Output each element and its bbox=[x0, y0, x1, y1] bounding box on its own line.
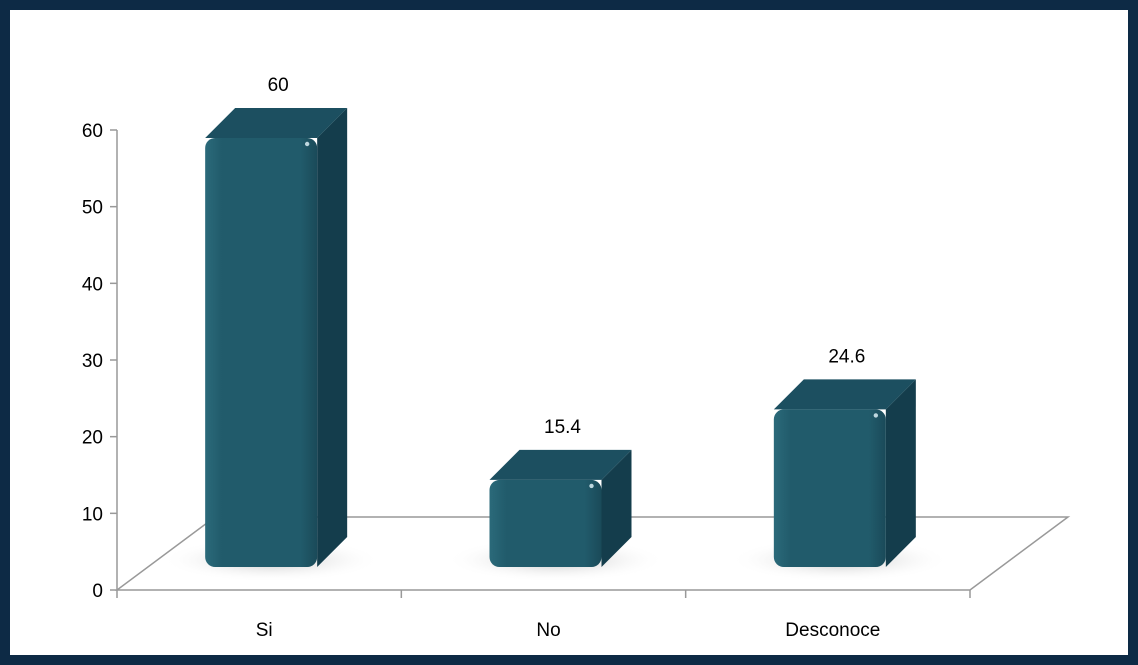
bar-top-face bbox=[205, 108, 348, 138]
category-label: No bbox=[536, 620, 560, 641]
bar-si bbox=[205, 108, 348, 567]
bar-top-face bbox=[489, 449, 632, 480]
data-label: 15.4 bbox=[544, 417, 581, 438]
bar-side-face bbox=[601, 449, 632, 567]
bar-front-face bbox=[205, 138, 318, 567]
data-label: 60 bbox=[268, 75, 289, 96]
bar-top-face bbox=[773, 379, 916, 410]
y-tick-label: 20 bbox=[82, 428, 103, 449]
bar-side-face bbox=[317, 108, 348, 567]
bar-front-face bbox=[489, 479, 602, 567]
bar-side-face bbox=[885, 379, 916, 567]
y-tick-label: 40 bbox=[82, 274, 103, 295]
data-label: 24.6 bbox=[828, 346, 865, 367]
y-tick-label: 30 bbox=[82, 351, 103, 372]
bar-no bbox=[489, 449, 632, 567]
bar-front-face bbox=[773, 409, 886, 567]
y-tick-label: 60 bbox=[82, 121, 103, 142]
bar-highlight bbox=[304, 141, 310, 147]
y-tick-label: 0 bbox=[92, 581, 103, 602]
category-label: Desconoce bbox=[785, 620, 880, 641]
bar-series bbox=[205, 108, 916, 567]
category-label: Si bbox=[256, 620, 273, 641]
bar-highlight bbox=[589, 483, 594, 489]
bar-desconoce bbox=[773, 379, 916, 567]
chart-labels: 60 Si 15.4 No 24.6 Desconoce bbox=[256, 75, 881, 641]
y-tick-label: 10 bbox=[82, 504, 103, 525]
bar-highlight bbox=[873, 413, 879, 418]
y-tick-label: 50 bbox=[82, 198, 103, 219]
y-axis: 0 10 20 30 40 50 60 bbox=[82, 121, 971, 602]
